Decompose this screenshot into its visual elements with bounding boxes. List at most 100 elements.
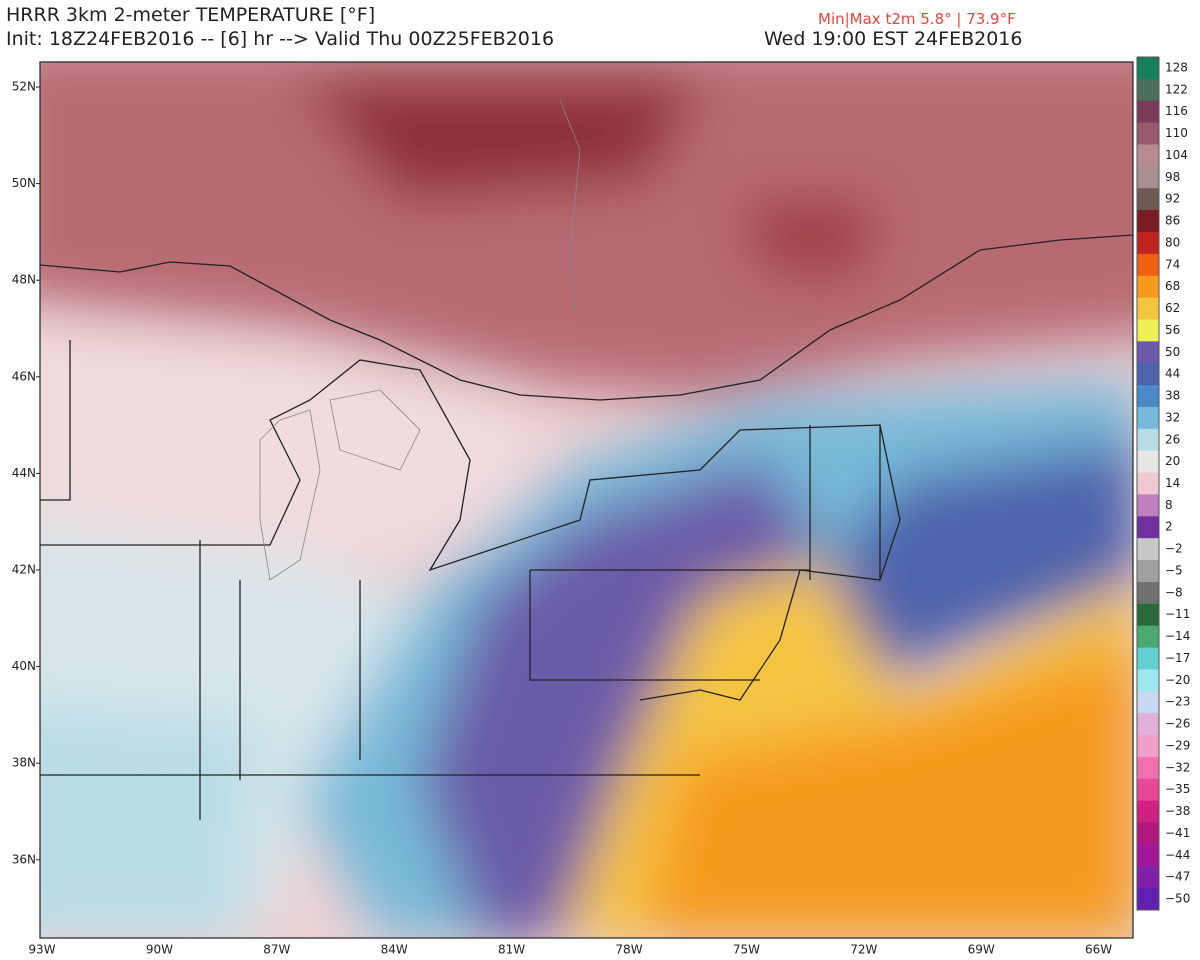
latitude-label: 40N: [12, 659, 36, 673]
colorbar-swatch: [1137, 691, 1159, 714]
longitude-label: 75W: [733, 943, 760, 957]
colorbar-swatch: [1137, 78, 1159, 102]
colorbar-swatch: [1137, 385, 1159, 408]
longitude-labels: 93W 90W 87W 84W 81W 78W 75W 72W 69W 66W: [28, 943, 1112, 957]
colorbar-label: −38: [1165, 804, 1190, 818]
valid-time: Wed 19:00 EST 24FEB2016: [764, 28, 1023, 50]
longitude-label: 93W: [28, 943, 55, 957]
min-max: Min|Max t2m 5.8° | 73.9°F: [818, 10, 1016, 28]
colorbar-label: 26: [1165, 432, 1180, 446]
colorbar-swatch: [1137, 647, 1159, 670]
colorbar-swatch: [1137, 144, 1159, 167]
colorbar-swatch: [1137, 756, 1159, 780]
colorbar-swatch: [1137, 603, 1159, 627]
colorbar-label: −17: [1165, 651, 1190, 665]
init-line: Init: 18Z24FEB2016 -- [6] hr --> Valid T…: [6, 28, 555, 50]
colorbar-swatch: [1137, 866, 1159, 889]
colorbar-label: −44: [1165, 848, 1190, 862]
colorbar-label: −41: [1165, 826, 1190, 840]
longitude-label: 66W: [1085, 943, 1112, 957]
colorbar-label: 74: [1165, 257, 1180, 271]
latitude-labels: 52N 50N 48N 46N 44N 42N 40N 38N 36N: [12, 80, 40, 866]
colorbar-label: 104: [1165, 148, 1188, 162]
colorbar-label: 44: [1165, 367, 1180, 381]
colorbar-swatch: [1137, 516, 1159, 539]
colorbar-label: 62: [1165, 301, 1180, 315]
colorbar-swatch: [1137, 778, 1159, 802]
colorbar-label: 32: [1165, 410, 1180, 424]
longitude-label: 69W: [968, 943, 995, 957]
colorbar-swatch: [1137, 538, 1159, 561]
colorbar-label: −2: [1165, 542, 1183, 556]
longitude-label: 84W: [381, 943, 408, 957]
colorbar-label: 38: [1165, 389, 1180, 403]
colorbar-label: −26: [1165, 717, 1190, 731]
colorbar-swatch: [1137, 253, 1159, 277]
longitude-label: 90W: [146, 943, 173, 957]
colorbar-swatch: [1137, 210, 1159, 233]
title: HRRR 3km 2-meter TEMPERATURE [°F]: [6, 4, 376, 26]
colorbar-label: −8: [1165, 585, 1183, 599]
longitude-label: 72W: [850, 943, 877, 957]
colorbar-label: 128: [1165, 60, 1188, 74]
colorbar: 128 122 116 110 104 98 92 86 80 74 68 62 56 50 44 38 32 2…: [1136, 56, 1190, 911]
colorbar-label: 80: [1165, 235, 1180, 249]
latitude-label: 38N: [12, 756, 36, 770]
colorbar-swatch: [1137, 560, 1159, 583]
latitude-label: 44N: [12, 466, 36, 480]
colorbar-label: −47: [1165, 870, 1190, 884]
boundaries: [40, 234, 1133, 820]
colorbar-label: −14: [1165, 629, 1190, 643]
colorbar-swatch: [1137, 713, 1159, 736]
colorbar-label: 68: [1165, 279, 1180, 293]
colorbar-swatch: [1137, 472, 1159, 495]
colorbar-label: 14: [1165, 476, 1180, 490]
colorbar-label: 86: [1165, 214, 1180, 228]
latitude-label: 48N: [12, 273, 36, 287]
colorbar-swatch: [1137, 122, 1159, 145]
coastlines: [259, 99, 581, 581]
latitude-label: 42N: [12, 563, 36, 577]
latitude-label: 46N: [12, 369, 36, 383]
colorbar-swatch: [1137, 166, 1159, 189]
colorbar-swatch: [1137, 57, 1159, 80]
colorbar-label: −23: [1165, 695, 1190, 709]
colorbar-swatch: [1137, 100, 1159, 124]
colorbar-label: −35: [1165, 782, 1190, 796]
colorbar-swatch: [1137, 735, 1159, 758]
longitude-label: 81W: [498, 943, 525, 957]
colorbar-label: 50: [1165, 345, 1180, 359]
colorbar-label: −5: [1165, 563, 1183, 577]
colorbar-label: 98: [1165, 170, 1180, 184]
colorbar-label: −20: [1165, 673, 1190, 687]
latitude-label: 50N: [12, 176, 36, 190]
colorbar-label: 110: [1165, 126, 1188, 140]
colorbar-label: −11: [1165, 607, 1190, 621]
colorbar-label: 56: [1165, 323, 1180, 337]
colorbar-swatch: [1137, 625, 1159, 649]
colorbar-swatch: [1137, 341, 1159, 364]
colorbar-swatch: [1137, 188, 1159, 211]
colorbar-label: 20: [1165, 454, 1180, 468]
colorbar-label: −50: [1165, 892, 1190, 906]
colorbar-swatch: [1137, 494, 1159, 517]
colorbar-swatch: [1137, 450, 1159, 474]
colorbar-swatch: [1137, 275, 1159, 299]
longitude-label: 78W: [615, 943, 642, 957]
colorbar-swatch: [1137, 581, 1159, 605]
colorbar-label: 2: [1165, 520, 1173, 534]
latitude-label: 52N: [12, 80, 36, 94]
temperature-field: [40, 62, 1133, 938]
colorbar-swatch: [1137, 822, 1159, 845]
colorbar-swatch: [1137, 363, 1159, 386]
colorbar-label: 92: [1165, 192, 1180, 206]
longitude-label: 87W: [263, 943, 290, 957]
colorbar-swatch: [1137, 297, 1159, 320]
colorbar-swatch: [1137, 406, 1159, 430]
colorbar-swatch: [1137, 844, 1159, 867]
colorbar-swatch: [1137, 428, 1159, 452]
colorbar-label: 8: [1165, 498, 1173, 512]
colorbar-label: 122: [1165, 82, 1188, 96]
colorbar-label: −29: [1165, 738, 1190, 752]
